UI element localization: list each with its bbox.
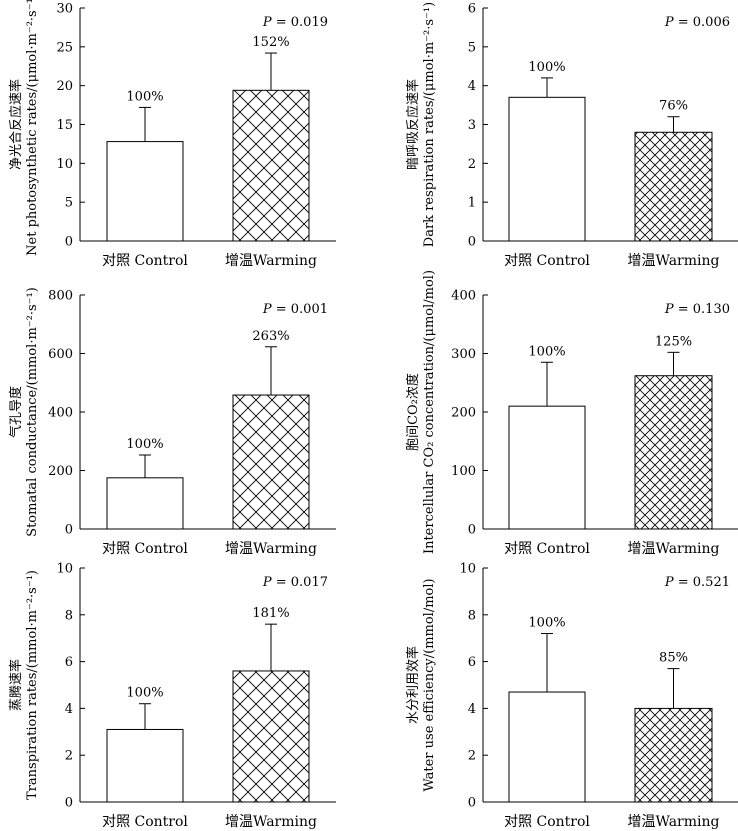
y-tick-label: 4 xyxy=(65,702,73,717)
category-label: 增温Warming xyxy=(225,253,317,269)
category-label: 增温Warming xyxy=(225,541,317,557)
y-tick-label: 10 xyxy=(459,562,476,577)
bar-control xyxy=(106,477,184,530)
category-label: 增温Warming xyxy=(628,814,720,830)
y-tick-label: 15 xyxy=(56,118,73,133)
p-value: P = 0.017 xyxy=(262,575,328,590)
data-label: 100% xyxy=(126,89,163,104)
p-value: P = 0.006 xyxy=(664,15,730,30)
data-label: 181% xyxy=(252,606,289,621)
y-axis-label-cn: 净光合反应速率 xyxy=(8,79,24,170)
y-axis-label-en: Transpiration rates/(mmol·m⁻²·s⁻¹) xyxy=(25,570,40,800)
y-tick-label: 6 xyxy=(65,655,73,670)
bar-warming xyxy=(232,670,310,803)
chart-panel-6: 0 2 4 6 8 10 100% 对照 Control 85% 增温Warming P = 0.5… xyxy=(405,562,738,830)
bar-control xyxy=(508,691,586,803)
y-tick-label: 2 xyxy=(468,157,476,172)
p-value: P = 0.001 xyxy=(262,302,328,317)
data-label: 100% xyxy=(528,60,565,75)
data-label: 125% xyxy=(655,334,692,349)
y-tick-label: 4 xyxy=(468,702,476,717)
chart-panel-1: 0 5 10 15 20 25 30 100% 对照 Control 152% 增温Warming P… xyxy=(8,0,336,269)
y-tick-label: 6 xyxy=(468,2,476,17)
y-tick-label: 6 xyxy=(468,655,476,670)
chart-panel-3: 0 200 400 600 800 100% 对照 Control 263% 增温Warming… xyxy=(8,287,336,557)
y-axis-label-cn: 蒸腾速率 xyxy=(8,659,24,711)
data-label: 100% xyxy=(528,616,565,631)
category-label: 对照 Control xyxy=(504,814,590,830)
category-label: 增温Warming xyxy=(225,814,317,830)
y-tick-label: 200 xyxy=(48,464,73,479)
y-tick-label: 3 xyxy=(468,118,476,133)
data-label: 100% xyxy=(126,437,163,452)
chart-panel-2: 0 1 2 3 4 5 6 100% 对照 Control 76% 增温Warming P = 0.0… xyxy=(405,2,738,269)
category-label: 对照 Control xyxy=(504,541,590,557)
y-tick-label: 20 xyxy=(56,79,73,94)
y-axis-label-en: Intercellular CO₂ concentration/(μmol/mo… xyxy=(422,270,437,554)
y-axis-label-en: Net photosynthetic rates/(μmol·m⁻²·s⁻¹) xyxy=(25,0,40,256)
bar-warming xyxy=(634,707,713,803)
data-label: 100% xyxy=(126,686,163,701)
category-label: 增温Warming xyxy=(628,541,720,557)
bar-control xyxy=(106,141,184,242)
chart-panel-4: 0 100 200 300 400 100% 对照 Control 125% 增温Warming… xyxy=(405,270,738,557)
y-tick-label: 2 xyxy=(468,749,476,764)
data-label: 100% xyxy=(528,344,565,359)
y-tick-label: 0 xyxy=(65,523,73,538)
y-axis-label-cn: 气孔导度 xyxy=(8,386,24,438)
y-axis-label-cn: 暗呼吸反应速率 xyxy=(405,79,421,170)
y-axis-label-cn: 水分利用效率 xyxy=(405,646,421,724)
y-tick-label: 1 xyxy=(468,196,476,211)
y-tick-label: 0 xyxy=(468,235,476,250)
y-tick-label: 0 xyxy=(65,796,73,811)
category-label: 增温Warming xyxy=(628,253,720,269)
data-label: 263% xyxy=(252,329,289,344)
y-tick-label: 25 xyxy=(56,40,73,55)
bar-warming xyxy=(232,89,310,242)
data-label: 152% xyxy=(252,35,289,50)
bar-warming xyxy=(634,131,713,242)
p-value: P = 0.521 xyxy=(664,575,730,590)
category-label: 对照 Control xyxy=(102,814,188,830)
y-tick-label: 100 xyxy=(451,464,476,479)
data-label: 76% xyxy=(659,99,688,114)
y-tick-label: 0 xyxy=(468,796,476,811)
y-tick-label: 10 xyxy=(56,157,73,172)
y-tick-label: 5 xyxy=(468,40,476,55)
y-tick-label: 200 xyxy=(451,406,476,421)
y-tick-label: 8 xyxy=(468,608,476,623)
y-axis-label-en: Water use efficiency/(mmol/mol) xyxy=(422,578,437,791)
y-tick-label: 400 xyxy=(48,406,73,421)
y-tick-label: 0 xyxy=(65,235,73,250)
y-axis-label-en: Dark respiration rates/(μmol·m⁻²·s⁻¹) xyxy=(422,2,437,247)
category-label: 对照 Control xyxy=(102,253,188,269)
p-value: P = 0.019 xyxy=(262,15,328,30)
bar-warming xyxy=(634,375,713,530)
data-label: 85% xyxy=(659,651,688,666)
y-axis-label-cn: 胞间CO₂浓度 xyxy=(405,373,421,451)
y-tick-label: 5 xyxy=(65,196,73,211)
y-axis-label-en: Stomatal conductance/(mmol·m⁻²·s⁻¹) xyxy=(25,287,40,537)
y-tick-label: 2 xyxy=(65,749,73,764)
y-tick-label: 0 xyxy=(468,523,476,538)
y-tick-label: 400 xyxy=(451,289,476,304)
bar-warming xyxy=(232,394,310,530)
y-tick-label: 800 xyxy=(48,289,73,304)
y-tick-label: 300 xyxy=(451,347,476,362)
bar-control xyxy=(508,405,586,530)
category-label: 对照 Control xyxy=(504,253,590,269)
y-tick-label: 30 xyxy=(56,2,73,17)
y-tick-label: 4 xyxy=(468,79,476,94)
bar-control xyxy=(508,96,586,242)
p-value: P = 0.130 xyxy=(664,302,730,317)
category-label: 对照 Control xyxy=(102,541,188,557)
bar-control xyxy=(106,728,184,803)
y-tick-label: 8 xyxy=(65,608,73,623)
y-tick-label: 10 xyxy=(56,562,73,577)
y-tick-label: 600 xyxy=(48,347,73,362)
chart-panel-5: 0 2 4 6 8 10 100% 对照 Control 181% 增温Warming P = 0.… xyxy=(8,562,336,830)
